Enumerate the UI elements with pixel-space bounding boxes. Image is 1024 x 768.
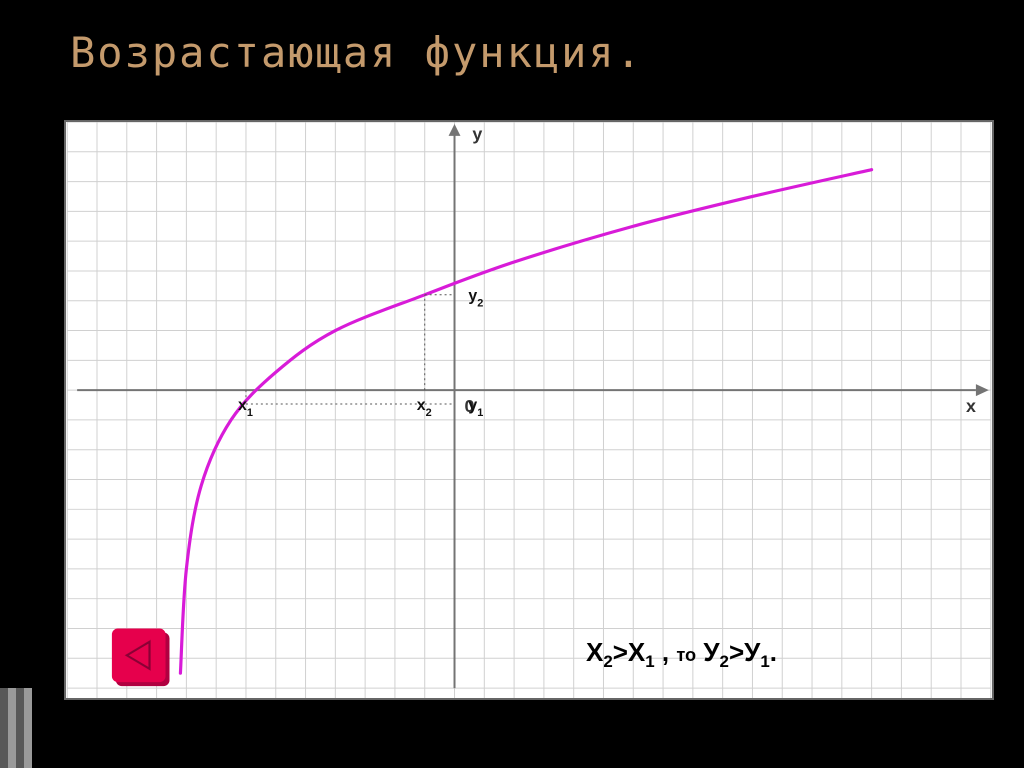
accent-bar [8,688,16,768]
svg-text:y: y [472,124,482,144]
accent-bar [24,688,32,768]
back-button[interactable] [112,628,170,686]
chart-svg: yx0x1x2y1y2 [66,122,992,698]
accent-bar [16,688,24,768]
svg-text:x: x [966,396,976,416]
condition-text: X2>X1 , то У2>У1. [586,637,777,672]
side-accent [0,688,40,768]
svg-text:y2: y2 [468,288,483,310]
chart-panel: yx0x1x2y1y2 X2>X1 , то У2>У1. [64,120,994,700]
slide-title: Возрастающая функция. [70,28,643,77]
slide: Возрастающая функция. yx0x1x2y1y2 X2>X1 … [0,0,1024,768]
accent-bar [0,688,8,768]
